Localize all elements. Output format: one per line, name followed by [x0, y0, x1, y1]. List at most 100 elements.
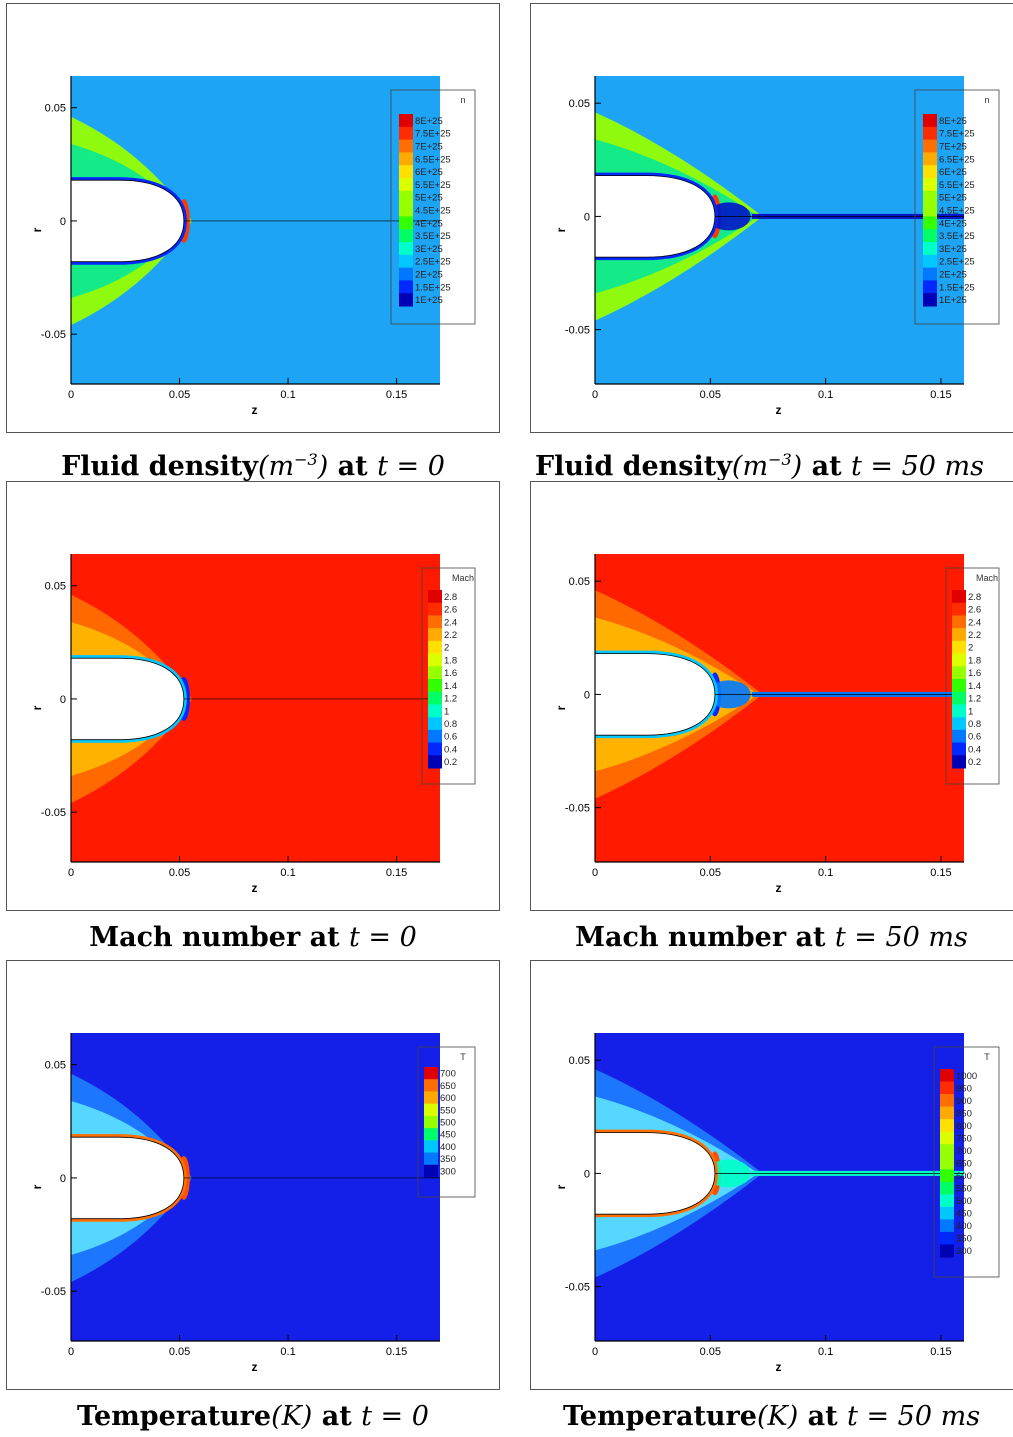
x-tick-label: 0.05 [700, 389, 721, 401]
mach-t0-caption: Mach number at t = 0 [6, 918, 500, 958]
legend-label: 2.6 [444, 605, 457, 616]
legend-label: 400 [956, 1221, 972, 1232]
legend-color-swatch [940, 1119, 954, 1133]
legend-color-swatch [399, 293, 413, 307]
legend-box [417, 1046, 476, 1198]
legend-label: 8E+25 [415, 116, 443, 127]
legend-label: 7.5E+25 [415, 129, 451, 140]
caption-at: at [798, 1401, 848, 1432]
legend-label: 4E+25 [415, 218, 443, 229]
caption-at: at [300, 922, 349, 953]
legend-label: 7E+25 [415, 142, 443, 153]
x-tick-label: 0.1 [280, 1346, 295, 1358]
legend-color-swatch [428, 628, 442, 642]
legend-color-swatch [940, 1144, 954, 1158]
legend-color-swatch [399, 178, 413, 192]
mach-t50-caption: Mach number at t = 50 ms [530, 918, 1013, 958]
legend-color-swatch [952, 679, 966, 693]
legend-color-swatch [952, 666, 966, 680]
caption-close: ) [787, 1401, 799, 1432]
y-axis-label: r [554, 705, 568, 710]
legend-label: 6E+25 [415, 167, 443, 178]
legend-color-swatch [940, 1194, 954, 1208]
x-tick-label: 0.15 [930, 389, 951, 401]
x-tick-label: 0.15 [386, 867, 407, 879]
x-tick-label: 0.15 [386, 389, 407, 401]
legend-color-swatch [923, 267, 937, 281]
y-tick-label: 0.05 [45, 581, 66, 593]
y-tick-label: 0 [60, 216, 66, 228]
x-tick-label: 0.05 [169, 867, 190, 879]
legend-label: 0.4 [968, 744, 981, 755]
legend-label: 400 [440, 1142, 456, 1153]
density-t50-panel: 0 0.05 0.1 0.15 0.05 0 -0.05 z r n 8E+25 7.5E+25 7E+… [530, 3, 1013, 433]
x-axis-label: z [776, 1360, 782, 1374]
legend-label: 8E+25 [939, 116, 967, 127]
legend-label: 0.2 [444, 757, 457, 768]
caption-quantity: Fluid density [61, 451, 258, 482]
legend-label: 550 [440, 1105, 456, 1116]
legend-color-swatch [399, 267, 413, 281]
legend-label: 1E+25 [415, 295, 443, 306]
legend-color-swatch [952, 590, 966, 604]
legend-color-swatch [424, 1067, 438, 1080]
legend-color-swatch [940, 1181, 954, 1195]
legend-box [914, 89, 1000, 325]
legend-label: 4E+25 [939, 218, 967, 229]
legend-label: 1.2 [968, 694, 981, 705]
caption-close: ) [791, 451, 803, 480]
x-tick-label: 0 [592, 389, 598, 401]
legend-color-swatch [399, 216, 413, 230]
y-tick-label: -0.05 [565, 1282, 590, 1294]
legend-label: 3.5E+25 [415, 231, 451, 242]
legend-color-swatch [424, 1128, 438, 1141]
caption-at: at [786, 922, 835, 953]
legend-label: 0.6 [968, 732, 981, 743]
legend-color-swatch [923, 280, 937, 294]
legend-label: 1.4 [444, 681, 457, 692]
legend-color-swatch [424, 1103, 438, 1117]
legend-label: 950 [956, 1083, 972, 1094]
legend-label: 1.8 [444, 655, 457, 666]
x-tick-label: 0.1 [818, 1346, 833, 1358]
legend-label: 0.2 [968, 757, 981, 768]
legend-label: 700 [440, 1069, 456, 1080]
x-tick-label: 0.05 [700, 1346, 721, 1358]
legend-color-swatch [428, 755, 442, 769]
y-tick-label: 0 [60, 694, 66, 706]
legend-label: 350 [440, 1154, 456, 1165]
legend-color-swatch [940, 1106, 954, 1120]
density-t50-caption: Fluid density(m−3) at t = 50 ms [530, 440, 1013, 480]
legend-color-swatch [940, 1244, 954, 1258]
blunt-body [594, 175, 716, 258]
x-axis-label: z [776, 403, 782, 417]
legend-label: 300 [956, 1246, 972, 1257]
legend-label: 650 [440, 1081, 456, 1092]
legend-color-swatch [428, 704, 442, 718]
legend-title: Mach [976, 573, 998, 583]
legend-color-swatch [952, 615, 966, 629]
legend-label: 6.5E+25 [415, 154, 451, 165]
x-tick-label: 0 [68, 389, 74, 401]
legend-label: 2.5E+25 [939, 257, 975, 268]
caption-exponent: −3 [294, 450, 318, 469]
caption-exponent: −3 [768, 450, 792, 469]
x-tick-label: 0.15 [386, 1346, 407, 1358]
legend-color-swatch [923, 139, 937, 153]
legend-title: n [460, 95, 465, 105]
mach-t50-chart: 0 0.05 0.1 0.15 0.05 0 -0.05 z r Mach 2.8 2.62.4 2.2… [554, 554, 1000, 895]
x-tick-label: 0 [68, 1346, 74, 1358]
x-tick-label: 0.05 [169, 389, 190, 401]
legend-color-swatch [424, 1164, 438, 1178]
legend-color-swatch [428, 679, 442, 693]
caption-quantity: Mach number [575, 922, 787, 953]
legend-label: 1.2 [444, 694, 457, 705]
legend-label: 800 [956, 1121, 972, 1132]
legend-box [390, 89, 476, 325]
mach-t0-chart: 0 0.05 0.1 0.15 0.05 0 -0.05 z r Mach 2.8 2.62.4 2.2… [30, 554, 476, 895]
y-tick-label: 0 [584, 1168, 590, 1180]
y-tick-label: -0.05 [41, 329, 66, 341]
legend-label: 5E+25 [939, 193, 967, 204]
legend-label: 0.4 [444, 744, 457, 755]
y-tick-label: 0.05 [569, 576, 590, 588]
